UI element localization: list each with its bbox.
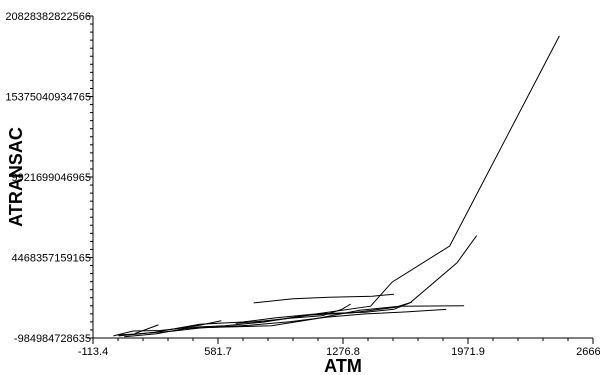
y-tick-label: 15375040934765 xyxy=(5,92,91,104)
series-line xyxy=(124,308,447,338)
series-line xyxy=(116,305,465,336)
series-group xyxy=(113,35,560,338)
x-tick-label: 2666.9 xyxy=(576,346,600,358)
x-tick-label: 1971.9 xyxy=(451,346,485,358)
x-axis-title: ATM xyxy=(324,356,362,375)
series-line xyxy=(253,293,394,304)
y-tick-label: 4468357159165 xyxy=(11,253,91,265)
series-line xyxy=(113,301,413,337)
x-tick-label: -113.4 xyxy=(78,346,108,358)
y-axis-title: ATRANSAC xyxy=(6,127,26,227)
y-tick-label: 20828382822566 xyxy=(5,11,91,23)
y-tick-label: 9921699046965 xyxy=(11,172,91,184)
x-tick-label: 581.7 xyxy=(204,346,232,358)
series-line xyxy=(181,320,222,329)
y-ticks: -984984728635 4468357159165 9921699046965 1… xyxy=(5,11,93,345)
x-ticks: -113.4 581.7 1276.8 1971.9 2666.9 xyxy=(78,338,600,358)
series-line xyxy=(118,35,560,337)
axes xyxy=(92,16,593,339)
series-line xyxy=(134,324,159,334)
series-line xyxy=(253,303,352,323)
y-tick-label: -984984728635 xyxy=(14,333,91,345)
x-tick-label: 1276.8 xyxy=(326,346,360,358)
